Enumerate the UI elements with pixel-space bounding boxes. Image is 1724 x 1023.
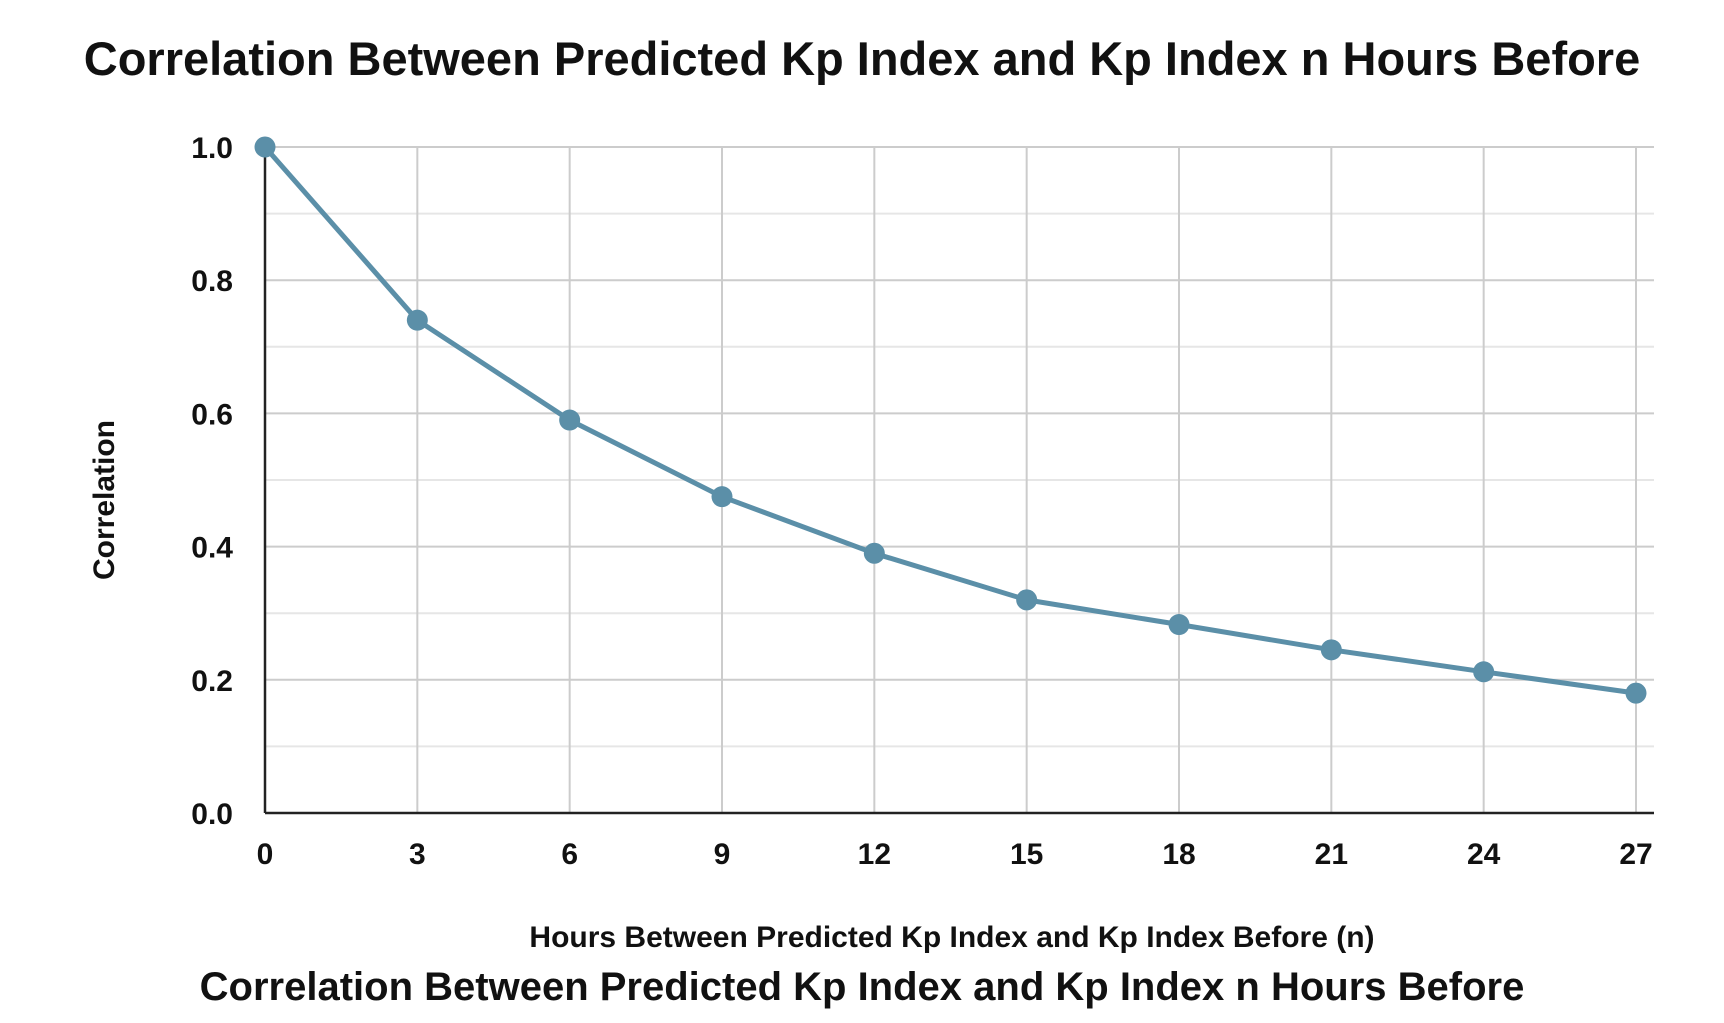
series-line bbox=[262, 144, 1639, 696]
y-tick-label: 0.0 bbox=[191, 798, 233, 831]
chart-title: Correlation Between Predicted Kp Index a… bbox=[84, 32, 1641, 85]
chart-caption: Correlation Between Predicted Kp Index a… bbox=[200, 965, 1525, 1009]
x-tick-label: 27 bbox=[1619, 838, 1652, 871]
series-line-group bbox=[254, 136, 1647, 704]
data-point bbox=[1320, 639, 1342, 661]
y-tick-label: 1.0 bbox=[191, 132, 233, 165]
data-point bbox=[1016, 589, 1038, 611]
x-tick-label: 12 bbox=[858, 838, 891, 871]
x-tick-label: 18 bbox=[1162, 838, 1195, 871]
y-axis-title: Correlation bbox=[88, 420, 121, 580]
y-tick-label: 0.8 bbox=[191, 265, 233, 298]
grid bbox=[265, 146, 1654, 813]
data-point bbox=[863, 542, 885, 564]
data-point bbox=[254, 136, 276, 158]
x-tick-label: 6 bbox=[561, 838, 578, 871]
x-tick-label: 24 bbox=[1467, 838, 1501, 871]
y-tick-label: 0.4 bbox=[191, 532, 233, 565]
data-point bbox=[1625, 682, 1647, 704]
y-tick-labels: 0.0 0.2 0.4 0.6 0.8 1.0 bbox=[191, 132, 233, 831]
data-point bbox=[1168, 614, 1190, 636]
x-tick-label: 21 bbox=[1315, 838, 1348, 871]
x-tick-label: 0 bbox=[257, 838, 274, 871]
data-point bbox=[711, 486, 733, 508]
x-tick-label: 3 bbox=[409, 838, 426, 871]
data-point bbox=[559, 409, 581, 431]
data-point bbox=[406, 309, 428, 331]
x-tick-labels: 0 3 6 9 12 15 18 21 24 27 bbox=[257, 838, 1653, 871]
y-tick-label: 0.2 bbox=[191, 665, 233, 698]
data-point bbox=[1473, 661, 1495, 683]
x-tick-label: 15 bbox=[1010, 838, 1043, 871]
x-axis-title: Hours Between Predicted Kp Index and Kp … bbox=[529, 921, 1374, 954]
y-tick-label: 0.6 bbox=[191, 398, 233, 431]
x-tick-label: 9 bbox=[714, 838, 731, 871]
